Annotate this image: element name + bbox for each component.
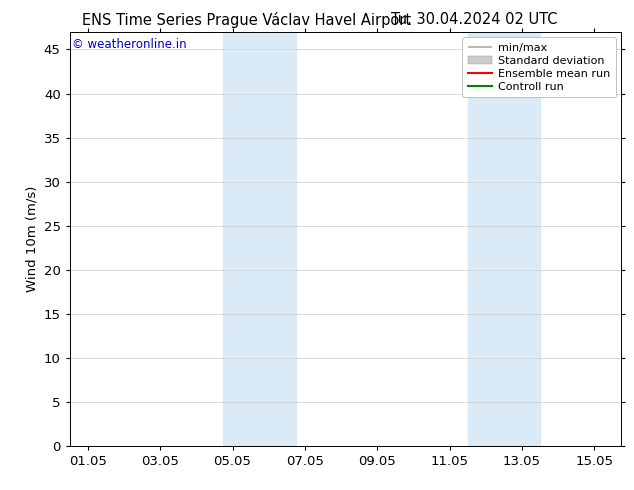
Text: Tu. 30.04.2024 02 UTC: Tu. 30.04.2024 02 UTC	[391, 12, 558, 27]
Bar	[468, 32, 540, 446]
Y-axis label: Wind 10m (m/s): Wind 10m (m/s)	[25, 186, 38, 292]
Text: ENS Time Series Prague Václav Havel Airport: ENS Time Series Prague Václav Havel Airp…	[82, 12, 411, 28]
Bar	[223, 32, 296, 446]
Legend: min/max, Standard deviation, Ensemble mean run, Controll run: min/max, Standard deviation, Ensemble me…	[462, 37, 616, 98]
Text: © weatheronline.in: © weatheronline.in	[72, 38, 187, 51]
